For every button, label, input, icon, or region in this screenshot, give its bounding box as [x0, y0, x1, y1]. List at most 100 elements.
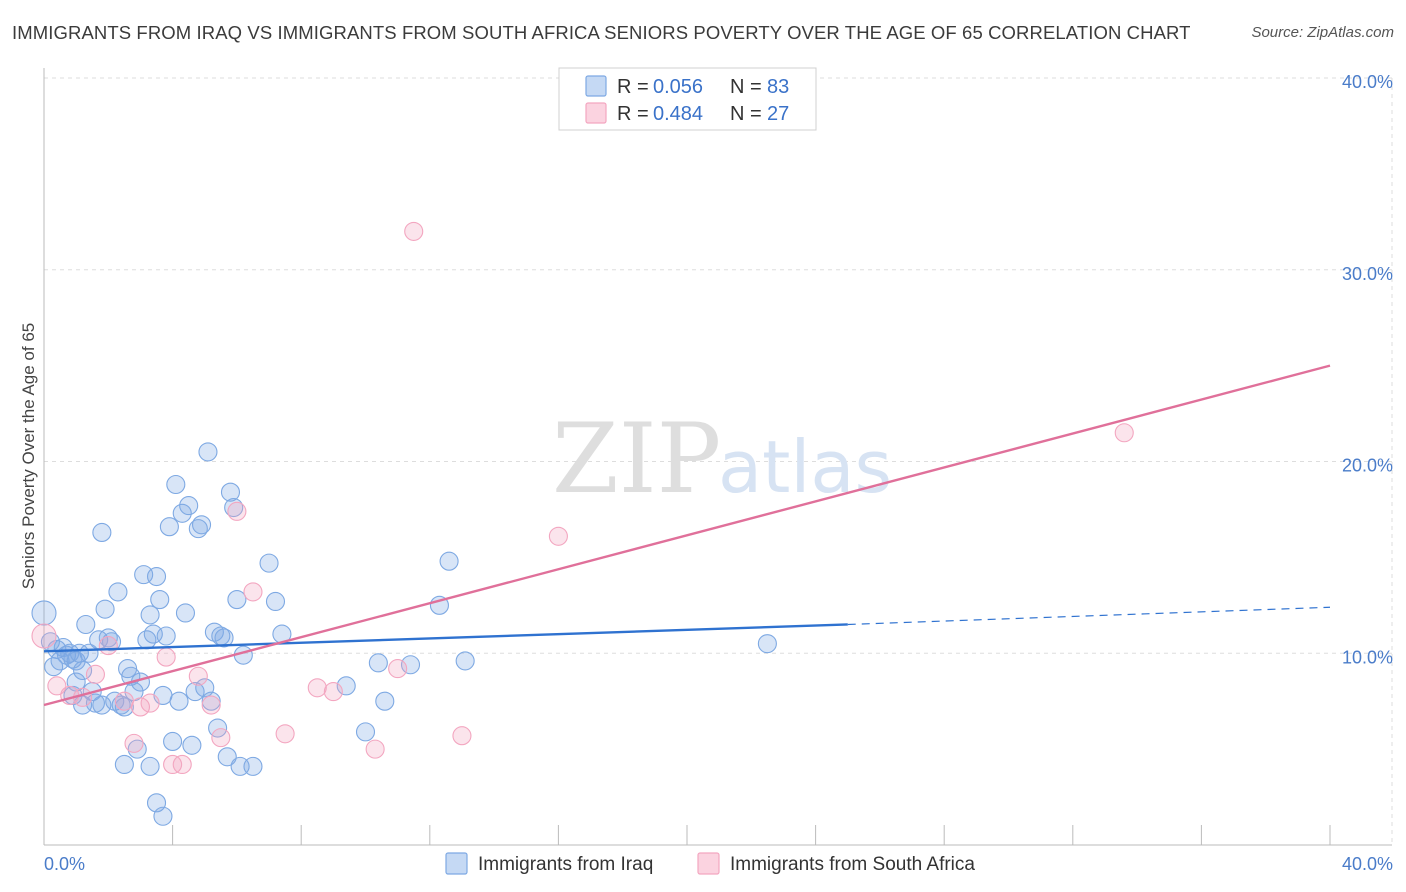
- data-point-iraq: [163, 731, 183, 752]
- series-swatch-south-africa: [697, 852, 720, 875]
- legend-swatch-iraq: [585, 75, 607, 97]
- series-label-south-africa: Immigrants from South Africa: [730, 854, 975, 875]
- data-point-iraq: [224, 497, 244, 518]
- data-point-iraq: [227, 590, 247, 610]
- series-label-iraq: Immigrants from Iraq: [478, 854, 653, 875]
- data-point-iraq: [95, 599, 115, 619]
- data-point-iraq: [439, 551, 459, 571]
- chart-title: IMMIGRANTS FROM IRAQ VS IMMIGRANTS FROM …: [12, 22, 1191, 43]
- data-point-south-africa: [323, 682, 343, 702]
- data-point-south-africa: [156, 647, 176, 667]
- data-point-iraq: [172, 503, 192, 523]
- data-point-iraq: [108, 582, 128, 602]
- data-point-iraq: [355, 722, 376, 742]
- data-point-iraq: [118, 659, 138, 679]
- watermark-zip: ZIP: [552, 403, 721, 515]
- data-point-south-africa: [307, 678, 327, 698]
- data-point-iraq: [140, 605, 160, 625]
- data-point-iraq: [140, 756, 160, 776]
- data-point-iraq: [243, 756, 263, 776]
- data-point-south-africa: [85, 664, 105, 684]
- data-point-iraq: [757, 634, 777, 654]
- data-point-iraq: [214, 628, 234, 648]
- data-point-iraq: [76, 614, 96, 635]
- data-point-south-africa: [227, 501, 247, 521]
- y-tick-label: 40.0%: [1342, 72, 1393, 92]
- data-point-iraq: [185, 682, 205, 702]
- data-point-iraq: [179, 496, 199, 516]
- data-point-iraq: [92, 695, 112, 715]
- stats-legend: R = 0.056 N = 83 R = 0.484 N = 27: [558, 67, 817, 131]
- data-point-south-africa: [163, 754, 183, 775]
- watermark: ZIP atlas: [552, 403, 892, 515]
- tick-labels: 10.0% 20.0% 30.0% 40.0% 0.0% 40.0%: [44, 72, 1393, 874]
- data-point-iraq: [127, 739, 147, 759]
- legend-r-label-south-africa: R =: [617, 103, 649, 125]
- data-point-iraq: [198, 442, 218, 462]
- data-point-south-africa: [130, 697, 150, 717]
- data-point-iraq: [368, 653, 388, 673]
- data-point-iraq: [156, 626, 176, 646]
- legend-n-label-iraq: N =: [730, 76, 762, 98]
- data-point-iraq: [31, 600, 57, 626]
- data-point-south-africa: [124, 733, 144, 753]
- data-point-iraq: [182, 735, 202, 755]
- trend-line-iraq: [43, 623, 848, 653]
- data-point-iraq: [191, 515, 212, 535]
- data-point-iraq: [220, 482, 241, 502]
- data-point-south-africa: [388, 659, 408, 679]
- data-point-south-africa: [201, 695, 221, 715]
- legend-r-label-iraq: R =: [617, 76, 649, 98]
- grid: [44, 77, 1392, 654]
- data-point-iraq: [265, 591, 286, 612]
- data-point-south-africa: [452, 726, 472, 746]
- trend-line-iraq-extension: [847, 606, 1331, 626]
- data-point-iraq: [146, 566, 167, 587]
- data-point-iraq: [217, 747, 237, 767]
- y-axis-label: Seniors Poverty Over the Age of 65: [19, 323, 38, 589]
- legend-swatch-south-africa: [585, 102, 607, 124]
- data-point-south-africa: [365, 739, 385, 759]
- data-point-iraq: [259, 553, 279, 573]
- data-point-iraq: [153, 806, 173, 826]
- legend-r-south-africa: 0.484: [653, 103, 703, 125]
- series-legend: Immigrants from Iraq Immigrants from Sou…: [445, 852, 975, 875]
- data-point-iraq: [85, 693, 105, 713]
- trend-lines: [43, 364, 1331, 707]
- data-point-iraq: [98, 628, 118, 648]
- data-point-iraq: [101, 632, 122, 652]
- y-tick-label: 20.0%: [1342, 456, 1393, 476]
- y-tick-label: 10.0%: [1342, 647, 1393, 667]
- data-point-iraq: [166, 474, 186, 495]
- data-point-iraq: [336, 676, 356, 696]
- data-point-iraq: [114, 754, 134, 775]
- x-tick-label: 40.0%: [1342, 854, 1393, 874]
- data-point-south-africa: [172, 754, 192, 775]
- x-tick-label: 0.0%: [44, 854, 85, 874]
- data-points: [31, 221, 1134, 826]
- data-point-iraq: [188, 519, 208, 539]
- data-point-iraq: [175, 603, 196, 623]
- data-point-iraq: [159, 517, 179, 537]
- data-point-iraq: [375, 691, 395, 711]
- data-point-iraq: [400, 655, 421, 675]
- data-point-iraq: [60, 643, 80, 663]
- data-point-south-africa: [47, 676, 67, 696]
- data-point-south-africa: [140, 693, 160, 713]
- data-point-south-africa: [98, 636, 118, 656]
- data-point-iraq: [92, 522, 112, 542]
- data-point-south-africa: [548, 526, 568, 546]
- trend-line-south-africa: [43, 364, 1331, 707]
- axes: [43, 68, 1393, 846]
- watermark-atlas: atlas: [718, 425, 892, 509]
- data-point-iraq: [455, 651, 475, 671]
- legend-n-iraq: 83: [767, 76, 789, 98]
- data-point-south-africa: [211, 728, 231, 748]
- data-point-south-africa: [114, 691, 134, 711]
- data-point-iraq: [111, 695, 131, 715]
- data-point-iraq: [150, 590, 170, 610]
- source-label: Source: ZipAtlas.com: [1251, 24, 1394, 41]
- legend-r-iraq: 0.056: [653, 76, 703, 98]
- data-point-south-africa: [275, 724, 295, 744]
